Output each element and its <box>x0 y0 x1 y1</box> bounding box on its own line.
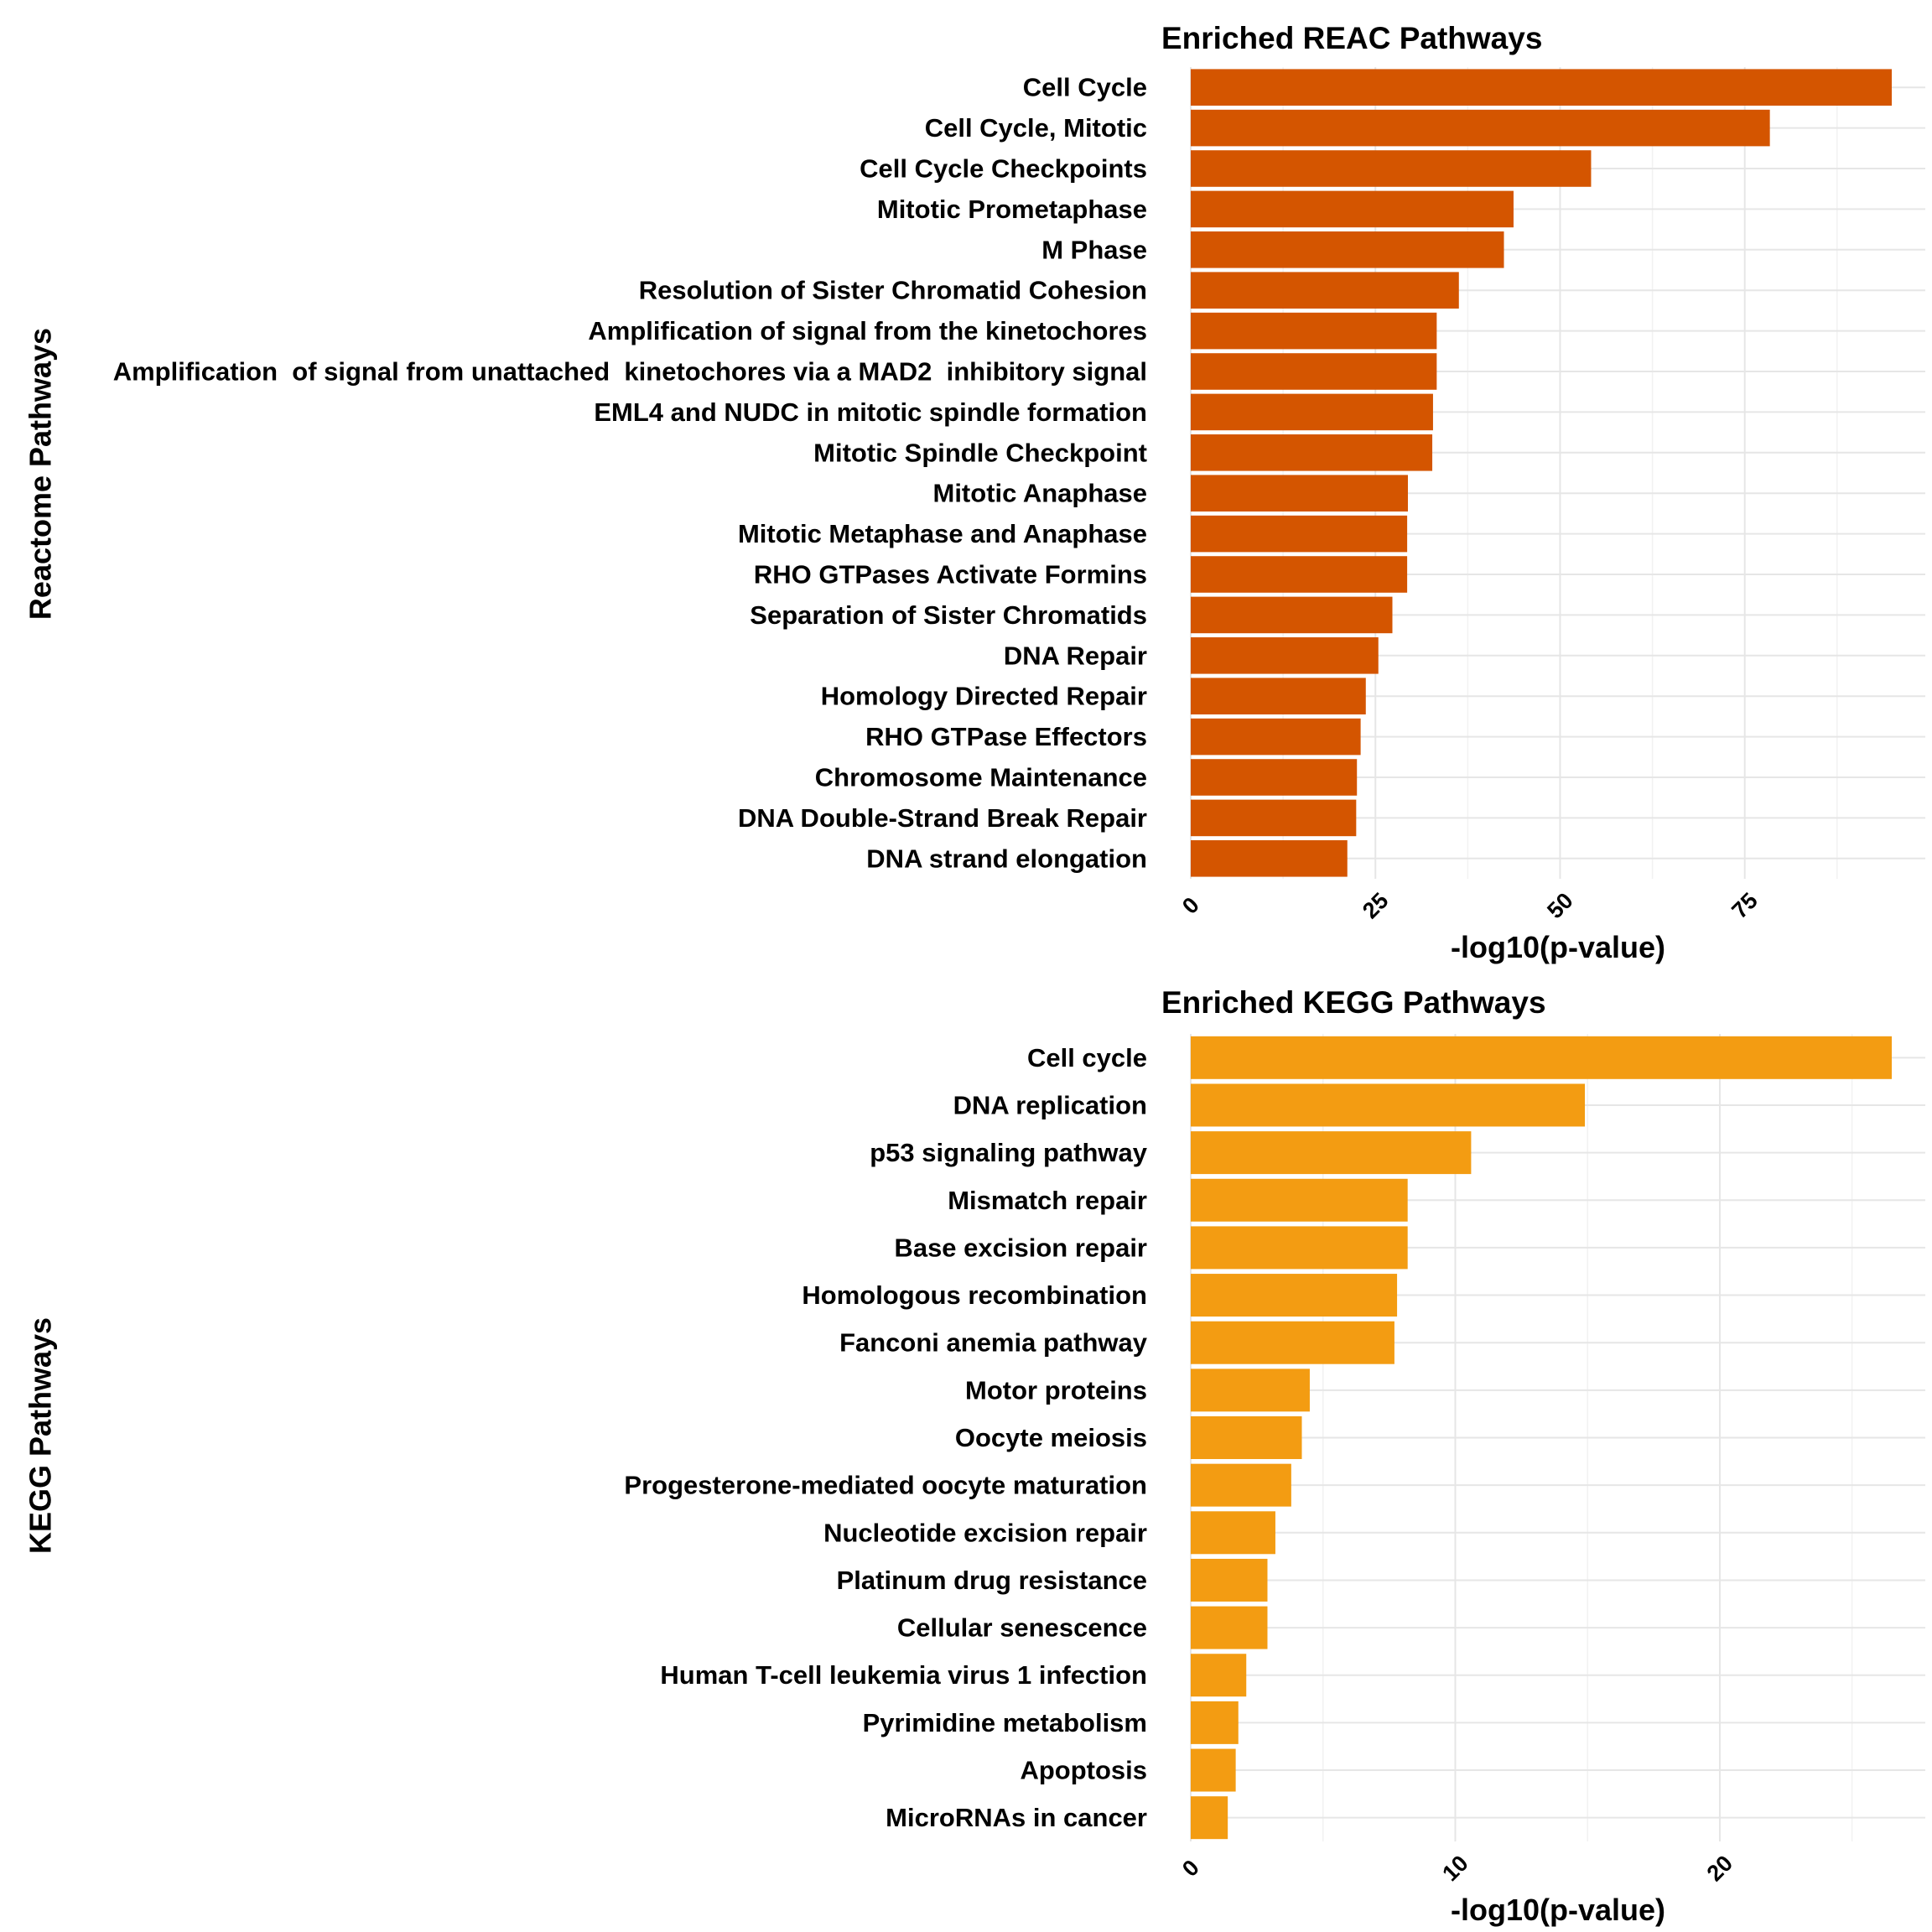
reactome-bar <box>1191 272 1459 309</box>
reactome-category-label: DNA Double-Strand Break Repair <box>738 803 1147 833</box>
reactome-category-label: DNA strand elongation <box>866 844 1147 873</box>
kegg-x-tick-label: 0 <box>1177 1855 1204 1882</box>
kegg-category-label: Cellular senescence <box>897 1613 1147 1643</box>
reactome-category-label: Chromosome Maintenance <box>815 763 1147 792</box>
reactome-category-label: M Phase <box>1041 235 1147 264</box>
reactome-category-label: RHO GTPases Activate Formins <box>754 560 1147 589</box>
kegg-category-label: Mismatch repair <box>948 1186 1147 1215</box>
kegg-bar <box>1191 1036 1892 1079</box>
reactome-bar <box>1191 150 1592 187</box>
reactome-category-label: Amplification of signal from the kinetoc… <box>588 316 1147 345</box>
kegg-category-label: Apoptosis <box>1020 1756 1147 1785</box>
reactome-bar <box>1191 718 1361 756</box>
kegg-category-label: MicroRNAs in cancer <box>886 1803 1147 1832</box>
kegg-bar <box>1191 1131 1472 1175</box>
reactome-bar <box>1191 515 1408 553</box>
reactome-x-axis-label: -log10(p-value) <box>1451 930 1665 964</box>
kegg-category-label: DNA replication <box>953 1090 1147 1119</box>
kegg-category-label: Motor proteins <box>965 1375 1147 1405</box>
kegg-bar <box>1191 1178 1408 1222</box>
reactome-bar <box>1191 475 1408 512</box>
reactome-x-tick-label: 75 <box>1727 888 1762 923</box>
kegg-category-label: Oocyte meiosis <box>955 1423 1147 1452</box>
kegg-bar <box>1191 1416 1302 1459</box>
reactome-category-label: Separation of Sister Chromatids <box>750 600 1147 630</box>
kegg-category-label: Progesterone-mediated oocyte maturation <box>624 1471 1147 1500</box>
kegg-bar <box>1191 1796 1228 1840</box>
reactome-bar <box>1191 556 1408 593</box>
reactome-bar <box>1191 393 1433 431</box>
reactome-bar <box>1191 596 1393 634</box>
reactome-category-label: Cell Cycle Checkpoints <box>860 154 1147 184</box>
kegg-category-label: Homologous recombination <box>802 1280 1147 1310</box>
kegg-category-label: Platinum drug resistance <box>837 1566 1147 1595</box>
reactome-bar <box>1191 434 1433 471</box>
reactome-bar <box>1191 637 1379 674</box>
reactome-category-label: RHO GTPase Effectors <box>865 722 1147 751</box>
kegg-bar <box>1191 1654 1247 1697</box>
kegg-panel: Cell cycle DNA replication p53 signaling p… <box>23 985 1925 1927</box>
reactome-category-label: Mitotic Spindle Checkpoint <box>813 438 1147 467</box>
kegg-bar <box>1191 1558 1268 1602</box>
kegg-bar <box>1191 1321 1394 1364</box>
kegg-bar <box>1191 1226 1408 1270</box>
kegg-chart-title: Enriched KEGG Pathways <box>1161 985 1546 1020</box>
kegg-x-axis-label: -log10(p-value) <box>1451 1893 1665 1927</box>
reactome-bar <box>1191 312 1437 350</box>
reactome-bar <box>1191 353 1437 390</box>
reactome-bar <box>1191 190 1514 228</box>
kegg-category-label: Human T-cell leukemia virus 1 infection <box>660 1660 1147 1690</box>
kegg-x-tick-label: 20 <box>1702 1851 1737 1886</box>
reactome-category-label: Homology Directed Repair <box>821 682 1147 711</box>
kegg-category-label: Base excision repair <box>894 1233 1147 1262</box>
reactome-bar <box>1191 759 1358 796</box>
reactome-x-tick-label: 25 <box>1358 888 1393 923</box>
kegg-bar <box>1191 1463 1291 1507</box>
reactome-bar <box>1191 678 1366 714</box>
kegg-bar <box>1191 1083 1586 1127</box>
kegg-bar <box>1191 1606 1268 1649</box>
kegg-bar <box>1191 1748 1236 1792</box>
reactome-category-label: Mitotic Metaphase and Anaphase <box>738 519 1147 548</box>
kegg-category-label: p53 signaling pathway <box>870 1138 1147 1167</box>
reactome-x-tick-label: 0 <box>1177 892 1204 919</box>
kegg-category-label: Fanconi anemia pathway <box>839 1328 1148 1358</box>
kegg-bar <box>1191 1701 1239 1744</box>
reactome-y-axis-label: Reactome Pathways <box>23 328 58 620</box>
kegg-y-axis-label: KEGG Pathways <box>23 1317 58 1554</box>
reactome-x-tick-label: 50 <box>1542 888 1577 923</box>
kegg-bar <box>1191 1511 1275 1555</box>
reactome-bar <box>1191 69 1892 106</box>
reactome-category-label: Resolution of Sister Chromatid Cohesion <box>639 276 1147 305</box>
reactome-category-label: Amplification of signal from unattached … <box>113 357 1147 387</box>
kegg-bar <box>1191 1274 1398 1317</box>
reactome-bar <box>1191 109 1770 147</box>
reactome-bar <box>1191 840 1348 877</box>
reactome-bar <box>1191 231 1504 268</box>
reactome-bar <box>1191 799 1357 837</box>
kegg-category-label: Cell cycle <box>1027 1043 1147 1072</box>
kegg-bar <box>1191 1368 1310 1412</box>
reactome-category-label: DNA Repair <box>1004 641 1147 670</box>
reactome-category-label: Mitotic Anaphase <box>933 479 1148 508</box>
kegg-category-label: Nucleotide excision repair <box>823 1518 1147 1547</box>
kegg-x-tick-label: 10 <box>1437 1851 1472 1886</box>
reactome-panel: Cell Cycle Cell Cycle, Mitotic Cell Cycle … <box>23 21 1925 964</box>
kegg-category-label: Pyrimidine metabolism <box>863 1708 1147 1737</box>
reactome-category-label: EML4 and NUDC in mitotic spindle formati… <box>594 397 1147 427</box>
reactome-category-label: Cell Cycle, Mitotic <box>925 113 1147 143</box>
reactome-category-label: Mitotic Prometaphase <box>877 195 1147 224</box>
reactome-category-label: Cell Cycle <box>1023 73 1147 102</box>
reactome-chart-title: Enriched REAC Pathways <box>1161 21 1542 55</box>
